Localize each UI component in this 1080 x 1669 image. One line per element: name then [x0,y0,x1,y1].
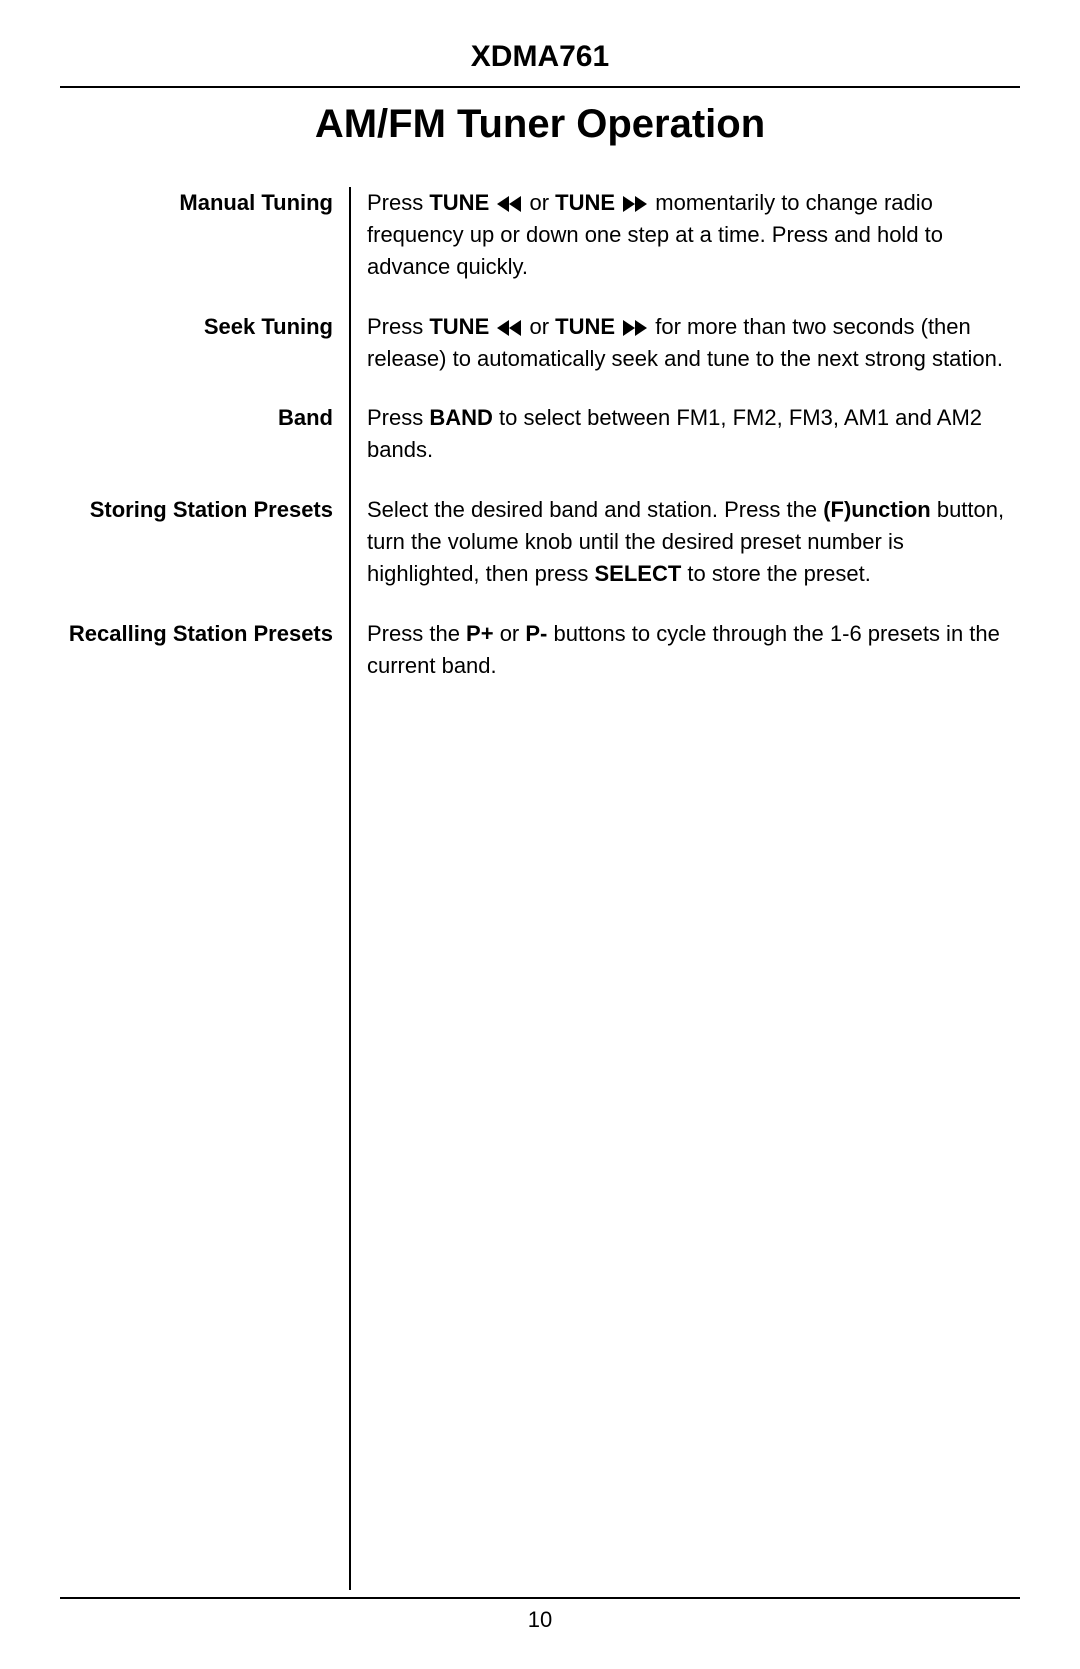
section-description: Press the P+ or P- buttons to cycle thro… [350,618,1020,710]
bold-term: SELECT [595,561,682,586]
section-row: BandPress BAND to select between FM1, FM… [60,402,1020,494]
filler-label [60,710,350,1590]
section-description: Press BAND to select between FM1, FM2, F… [350,402,1020,494]
bold-term: TUNE [429,190,495,215]
page-title: AM/FM Tuner Operation [60,102,1020,147]
rewind-icon [495,320,523,336]
section-label: Manual Tuning [60,187,350,311]
section-row: Recalling Station PresetsPress the P+ or… [60,618,1020,710]
bold-term: (F)unction [823,497,931,522]
section-description: Select the desired band and station. Pre… [350,494,1020,618]
page-number: 10 [0,1607,1080,1633]
bold-term: P- [525,621,547,646]
filler-desc [350,710,1020,1590]
bold-term: BAND [429,405,493,430]
section-row: Storing Station PresetsSelect the desire… [60,494,1020,618]
rewind-icon [495,196,523,212]
section-label: Band [60,402,350,494]
bold-term: P+ [466,621,494,646]
section-label: Seek Tuning [60,311,350,403]
section-description: Press TUNE or TUNE for more than two sec… [350,311,1020,403]
bold-term: TUNE [429,314,495,339]
section-row: Manual TuningPress TUNE or TUNE momentar… [60,187,1020,311]
bold-term: TUNE [555,314,621,339]
section-row: Seek TuningPress TUNE or TUNE for more t… [60,311,1020,403]
filler-row [60,710,1020,1590]
manual-page: XDMA761 AM/FM Tuner Operation Manual Tun… [0,0,1080,1669]
section-label: Recalling Station Presets [60,618,350,710]
footer-rule [60,1597,1020,1599]
section-description: Press TUNE or TUNE momentarily to change… [350,187,1020,311]
model-header: XDMA761 [60,40,1020,88]
bold-term: TUNE [555,190,621,215]
content-table: Manual TuningPress TUNE or TUNE momentar… [60,187,1020,1590]
section-label: Storing Station Presets [60,494,350,618]
forward-icon [621,320,649,336]
forward-icon [621,196,649,212]
